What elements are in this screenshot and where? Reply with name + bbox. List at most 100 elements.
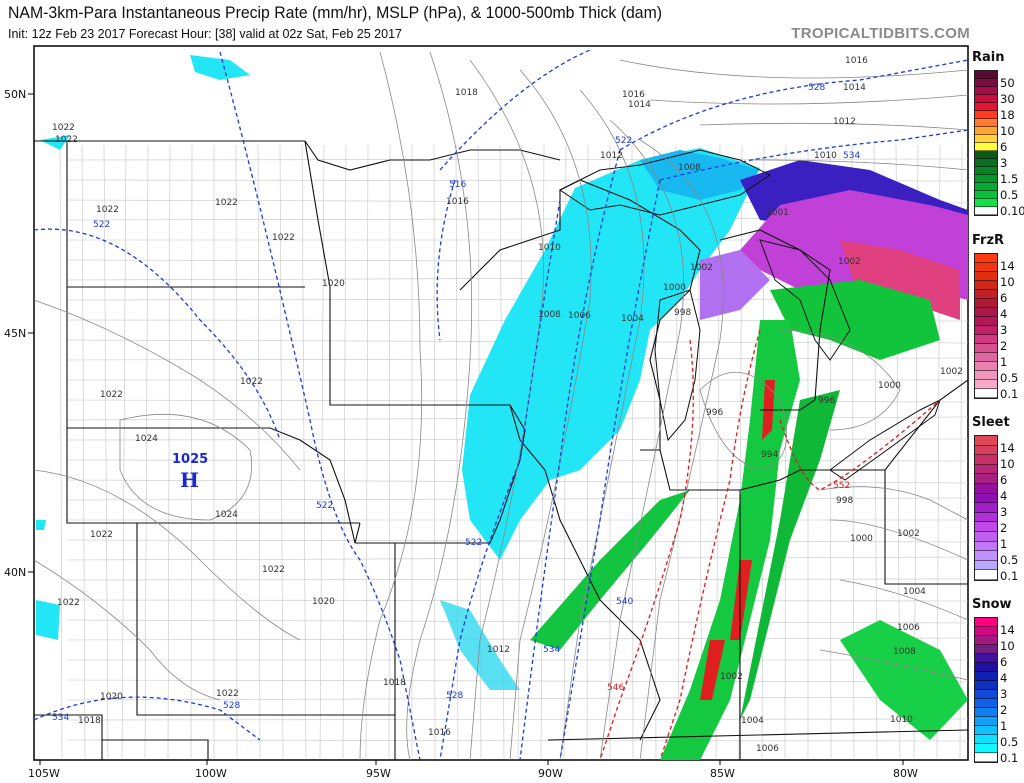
color-swatch	[975, 483, 997, 494]
color-swatch	[975, 627, 997, 636]
color-swatch	[975, 493, 997, 504]
legend-label: 4	[1000, 307, 1008, 321]
color-swatch	[975, 522, 997, 532]
lat-label: 45N	[4, 327, 26, 340]
legend-label: 3	[1000, 323, 1008, 337]
color-bar	[974, 253, 998, 399]
lon-label: 85W	[710, 767, 735, 780]
contour-label: 996	[706, 408, 723, 418]
color-swatch	[975, 263, 997, 272]
contour-label: 1014	[628, 100, 651, 110]
color-swatch	[975, 389, 997, 398]
contour-label: 1001	[766, 208, 789, 218]
contour-label: 1006	[897, 623, 920, 633]
color-swatch	[975, 127, 997, 135]
precip-layer	[36, 55, 968, 760]
color-swatch	[975, 111, 997, 119]
color-swatch	[975, 199, 997, 207]
legend-label: 0.1	[1000, 569, 1019, 583]
legend-label: 2	[1000, 339, 1008, 353]
legend-label: 3	[1000, 156, 1008, 170]
lake-michigan	[654, 289, 701, 442]
contour-label: 528	[223, 701, 240, 711]
color-swatch	[975, 281, 997, 290]
color-swatch	[975, 175, 997, 183]
contour-label: 1022	[57, 598, 80, 608]
color-swatch	[975, 272, 997, 281]
color-swatch	[975, 512, 997, 523]
lake-erie	[829, 399, 941, 481]
color-swatch	[975, 654, 997, 663]
color-swatch	[975, 362, 997, 371]
color-swatch	[975, 254, 997, 263]
contour-label: 998	[836, 496, 853, 506]
color-swatch	[975, 551, 997, 561]
contour-label: 1012	[487, 645, 510, 655]
legend-label: 1	[1000, 537, 1008, 551]
color-swatch	[975, 436, 997, 446]
contour-label: 534	[543, 645, 560, 655]
legend-label: 0.1	[1000, 387, 1019, 401]
high-pressure-marker: H	[180, 468, 199, 492]
contour-label: 1022	[272, 233, 295, 243]
contour-label: 1016	[622, 90, 645, 100]
legend-label: 14	[1000, 259, 1015, 273]
contour-label: 1004	[903, 587, 926, 597]
legend-label: 3	[1000, 687, 1008, 701]
color-swatch	[975, 167, 997, 175]
contour-label: 522	[615, 136, 632, 146]
lat-label: 40N	[4, 566, 26, 579]
lake-superior	[559, 149, 771, 216]
snow-swath	[462, 148, 760, 560]
legend-label: 2	[1000, 703, 1008, 717]
contour-label: 1024	[135, 434, 158, 444]
color-swatch	[975, 143, 997, 151]
legend-label: 10	[1000, 275, 1015, 289]
contour-label: 1006	[568, 311, 591, 321]
contour-label: 1008	[893, 647, 916, 657]
color-swatch	[975, 344, 997, 353]
color-swatch	[975, 299, 997, 308]
contour-label: 1008	[678, 163, 701, 173]
graticule-labels: 50N 45N 40N 105W 100W 95W 90W 85W 80W	[4, 88, 918, 780]
lon-label: 105W	[28, 767, 60, 780]
color-swatch	[975, 79, 997, 87]
contour-label: 522	[465, 538, 482, 548]
lat-label: 50N	[4, 88, 26, 101]
contour-label: 1020	[322, 279, 345, 289]
color-swatch	[975, 371, 997, 380]
color-swatch	[975, 183, 997, 191]
legend-label: 14	[1000, 623, 1015, 637]
legend-label: 0.5	[1000, 735, 1019, 749]
legend-label: 2	[1000, 521, 1008, 535]
contour-label: 1004	[741, 716, 764, 726]
map-title: NAM-3km-Para Instantaneous Precip Rate (…	[8, 3, 663, 22]
snow-patch-south	[440, 600, 520, 690]
legend-label: 4	[1000, 671, 1008, 685]
contour-label: 1002	[940, 367, 963, 377]
color-swatch	[975, 663, 997, 672]
color-swatch	[975, 159, 997, 167]
legend-label: 1	[1000, 719, 1008, 733]
legend-sleet: Sleet 14 10 6 4 3 2 1 0.5 0.1	[972, 415, 1024, 583]
legend-rain: Rain 50 30 18 10 6 3 1.5 0.5 0.10	[972, 50, 1024, 218]
lake-huron	[759, 239, 851, 361]
contour-label: 534	[52, 713, 69, 723]
contour-label: 1010	[890, 715, 913, 725]
contour-label: 1024	[215, 510, 238, 520]
contour-label: 1022	[55, 135, 78, 145]
contour-label: 528	[446, 691, 463, 701]
contour-label: 528	[808, 83, 825, 93]
color-swatch	[975, 735, 997, 744]
contour-label: 1016	[845, 56, 868, 66]
lon-label: 90W	[538, 767, 563, 780]
contour-label: 546	[607, 683, 624, 693]
contour-labels: 1018 101610141016101410121012100810101016…	[52, 56, 963, 754]
map-subtitle: Init: 12z Feb 23 2017 Forecast Hour: [38…	[8, 27, 402, 41]
color-swatch	[975, 531, 997, 542]
color-bar	[974, 435, 998, 581]
contour-label: 1020	[312, 597, 335, 607]
contour-label: 522	[93, 220, 110, 230]
contour-label: 1022	[100, 390, 123, 400]
contour-label: 1022	[215, 198, 238, 208]
